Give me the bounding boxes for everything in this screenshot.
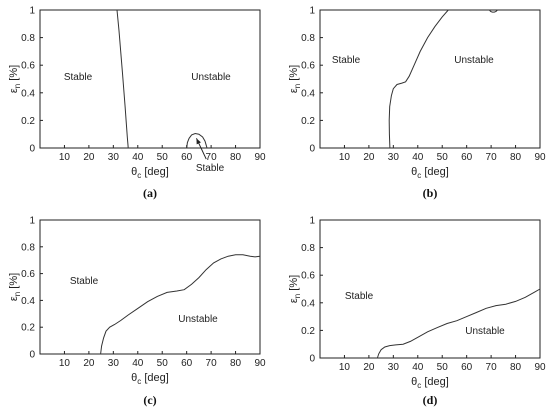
- y-tick-label: 0.2: [21, 323, 35, 334]
- x-tick-label: 10: [59, 152, 71, 163]
- chart-panel-c: 10 20 30 40 50 60 70 80 90 0 0.2 0.4 0.6 0.8 1 θc [deg]…: [8, 216, 266, 408]
- plot-frame: [319, 9, 541, 149]
- y-tick-label: 0.8: [21, 242, 35, 253]
- x-tick-label: 30: [388, 362, 400, 373]
- plot-frame: [319, 219, 541, 359]
- y-tick-label: 1: [29, 216, 35, 227]
- y-tick-label: 0.4: [301, 298, 315, 309]
- x-tick-label: 80: [510, 362, 522, 373]
- y-tick-label: 0.2: [301, 326, 315, 337]
- y-tick-label: 1: [309, 6, 315, 17]
- y-tick-label: 0.8: [21, 33, 35, 44]
- y-tick-label: 0.2: [301, 116, 315, 127]
- region-label-stable: Stable: [345, 291, 374, 302]
- region-label-stable: Stable: [332, 55, 361, 66]
- y-tick-label: 1: [29, 6, 35, 17]
- boundary-curve-2: [489, 9, 498, 13]
- x-tick-label: 30: [388, 152, 400, 163]
- x-axis-label: θc [deg]: [411, 376, 449, 390]
- x-tick-label: 70: [206, 152, 218, 163]
- region-label-unstable: Unstable: [178, 314, 218, 325]
- y-tick-label: 0: [309, 144, 315, 155]
- x-tick-label: 40: [132, 152, 144, 163]
- y-tick-label: 0.2: [21, 116, 35, 127]
- x-axis-label: θc [deg]: [411, 166, 449, 180]
- boundary-curve-1: [100, 254, 261, 355]
- x-tick-label: 40: [132, 358, 144, 369]
- y-tick-label: 0.6: [301, 61, 315, 72]
- y-tick-label: 0.6: [21, 269, 35, 280]
- x-tick-label: 30: [108, 358, 120, 369]
- y-tick-label: 0.4: [21, 296, 35, 307]
- region-label-unstable: Unstable: [191, 72, 231, 83]
- region-label-unstable: Unstable: [454, 55, 494, 66]
- x-tick-label: 60: [461, 152, 473, 163]
- x-tick-label: 10: [59, 358, 71, 369]
- y-tick-label: 0.8: [301, 243, 315, 254]
- panel-label: (a): [143, 186, 157, 200]
- panel-label: (c): [143, 393, 156, 407]
- x-tick-label: 50: [437, 362, 449, 373]
- x-axis-label: θc [deg]: [131, 372, 169, 386]
- y-tick-label: 0.4: [21, 88, 35, 99]
- x-tick-label: 50: [157, 358, 169, 369]
- x-tick-label: 20: [363, 152, 375, 163]
- x-tick-label: 40: [412, 362, 424, 373]
- region-label-unstable: Unstable: [465, 326, 505, 337]
- boundary-curve-1: [376, 288, 541, 359]
- plot-frame: [39, 219, 261, 355]
- x-tick-label: 80: [230, 358, 242, 369]
- y-axis-label: εn [%]: [8, 65, 22, 93]
- x-tick-label: 90: [254, 358, 266, 369]
- x-tick-label: 90: [254, 152, 266, 163]
- x-tick-label: 60: [461, 362, 473, 373]
- y-axis-label: εn [%]: [288, 275, 302, 303]
- y-axis-label: εn [%]: [288, 65, 302, 93]
- y-tick-label: 0: [29, 350, 35, 361]
- x-tick-label: 20: [363, 362, 375, 373]
- x-tick-label: 20: [83, 358, 95, 369]
- x-tick-label: 60: [181, 358, 193, 369]
- x-tick-label: 20: [83, 152, 95, 163]
- x-tick-label: 40: [412, 152, 424, 163]
- x-tick-label: 10: [339, 362, 351, 373]
- y-axis-label: εn [%]: [8, 273, 22, 301]
- chart-panel-a: 10 20 30 40 50 60 70 80 90 0 0.2 0.4 0.6 0.8 1 θc [deg]…: [8, 6, 266, 201]
- y-tick-label: 0.6: [21, 61, 35, 72]
- x-tick-label: 70: [486, 152, 498, 163]
- region-label-stable: Stable: [64, 72, 93, 83]
- x-axis-label: θc [deg]: [131, 166, 169, 180]
- x-tick-label: 90: [534, 362, 546, 373]
- panel-label: (b): [423, 186, 438, 200]
- region-label-stable: Stable: [196, 163, 225, 174]
- x-tick-label: 10: [339, 152, 351, 163]
- y-tick-label: 0: [29, 144, 35, 155]
- region-label-stable: Stable: [70, 276, 99, 287]
- y-tick-label: 0.4: [301, 88, 315, 99]
- x-tick-label: 60: [181, 152, 193, 163]
- y-tick-label: 0.6: [301, 271, 315, 282]
- x-tick-label: 70: [486, 362, 498, 373]
- x-tick-label: 50: [157, 152, 169, 163]
- y-tick-label: 1: [309, 216, 315, 227]
- x-tick-label: 90: [534, 152, 546, 163]
- chart-panel-d: 10 20 30 40 50 60 70 80 90 0 0.2 0.4 0.6 0.8 1 θc [deg]…: [288, 216, 546, 408]
- x-tick-label: 70: [206, 358, 218, 369]
- plot-frame: [39, 9, 261, 149]
- y-tick-label: 0: [309, 354, 315, 365]
- annotation-arrow-head: [196, 138, 201, 145]
- boundary-curve-2: [186, 132, 208, 149]
- x-tick-label: 80: [510, 152, 522, 163]
- x-tick-label: 30: [108, 152, 120, 163]
- boundary-curve-1: [116, 9, 129, 149]
- chart-panel-b: 10 20 30 40 50 60 70 80 90 0 0.2 0.4 0.6 0.8 1 θc [deg]…: [288, 6, 546, 201]
- x-tick-label: 80: [230, 152, 242, 163]
- panel-label: (d): [423, 393, 438, 407]
- x-tick-label: 50: [437, 152, 449, 163]
- y-tick-label: 0.8: [301, 33, 315, 44]
- boundary-curve-1: [388, 9, 449, 149]
